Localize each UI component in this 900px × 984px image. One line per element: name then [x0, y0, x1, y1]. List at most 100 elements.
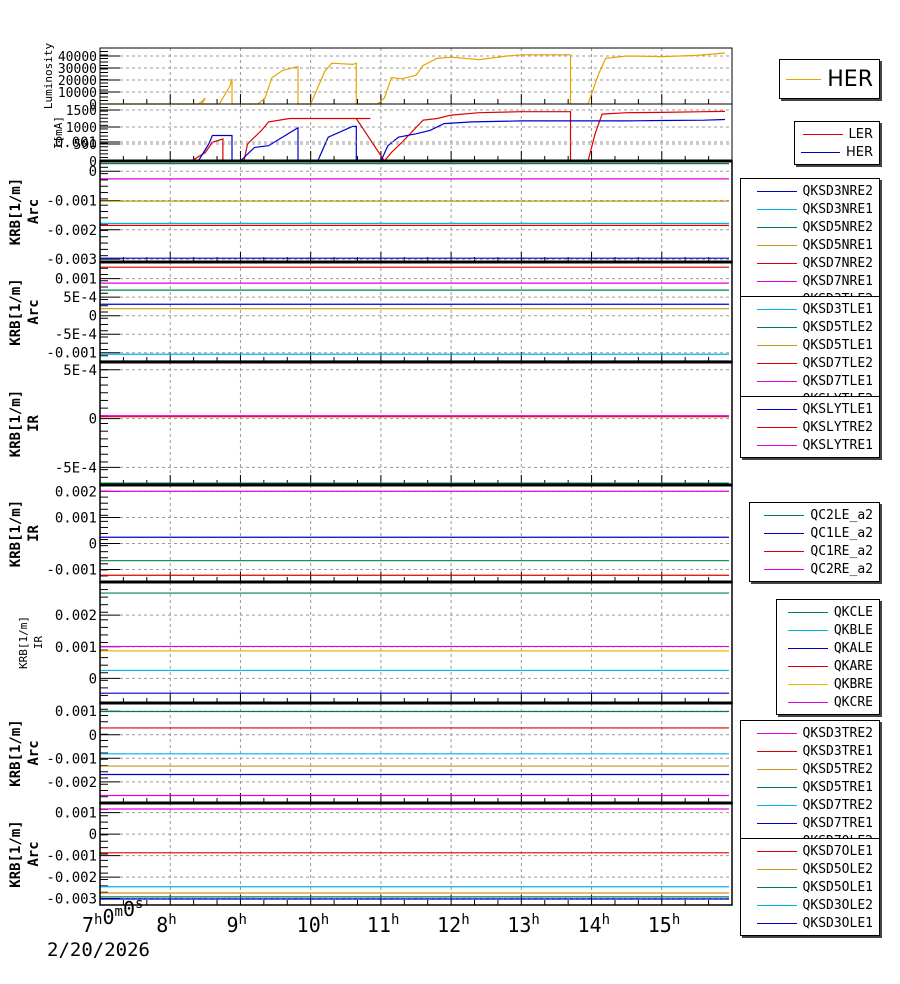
x-tick-label: 9h — [226, 912, 246, 937]
y-axis-sublabel: IR — [26, 525, 42, 542]
y-tick-label: 5E-4 — [63, 363, 97, 379]
legend-label: QKSD5TLE1 — [802, 337, 873, 353]
y-axis-sublabel: Arc — [26, 841, 42, 866]
legend-entry: QKSD7TLE2 — [741, 354, 879, 372]
y-tick-label: 40000 — [58, 50, 97, 65]
x-tick-label: 8h — [156, 912, 176, 937]
y-tick-label: -0.001 — [46, 563, 97, 579]
y-axis-sublabel: Arc — [26, 740, 42, 765]
legend-entry: QKSD3NRE2 — [741, 182, 879, 200]
legend-swatch — [756, 850, 797, 852]
legend-swatch — [756, 380, 797, 382]
legend-entry: HER — [780, 66, 879, 92]
y-tick-label: 0 — [89, 827, 97, 843]
legend-entry: QKSD5TLE1 — [741, 336, 879, 354]
y-tick-label: -0.003 — [46, 252, 97, 268]
legend-swatch — [756, 326, 797, 328]
legend-label: QKSD7TLE1 — [802, 373, 873, 389]
legend-cur: LER HER — [794, 121, 880, 165]
y-tick-label: 0.001 — [55, 272, 97, 288]
legend-swatch — [756, 226, 797, 228]
legend-nre: QKSD3NRE2 QKSD3NRE1 QKSD5NRE2 QKSD5NRE1 QKSD… — [740, 178, 880, 304]
y-tick-label: 20000 — [58, 74, 97, 89]
legend-entry: QKSD3NRE1 — [741, 200, 879, 218]
legend-label: QKSD5TLE2 — [802, 319, 873, 335]
legend-label: QC2RE_a2 — [810, 561, 873, 577]
legend-label: QKCLE — [833, 604, 873, 620]
legend-entry: QC2RE_a2 — [750, 560, 879, 578]
y-tick-label: -5E-4 — [55, 327, 97, 343]
series-line-her — [100, 52, 726, 105]
legend-swatch — [787, 701, 828, 703]
legend-label: QKSD5NRE1 — [802, 237, 873, 253]
legend-entry: QKBRE — [777, 675, 879, 693]
legend-entry: QKSLYTRE1 — [741, 436, 879, 454]
legend-entry: QKALE — [777, 639, 879, 657]
legend-label: QKSLYTRE1 — [802, 437, 873, 453]
legend-swatch — [756, 822, 797, 824]
y-axis-label: Luminosity — [42, 43, 55, 110]
series-line-ler — [100, 110, 726, 163]
legend-entry: QC1LE_a2 — [750, 524, 879, 542]
legend-label: QKSD3NRE2 — [802, 183, 873, 199]
legend-label: QKALE — [833, 640, 873, 656]
legend-swatch — [786, 78, 822, 80]
y-tick-label: 500 — [74, 138, 97, 153]
legend-entry: QKSD5OLE1 — [741, 878, 879, 896]
y-tick-label: -0.002 — [46, 223, 97, 239]
legend-swatch — [756, 190, 797, 192]
panel-frame — [99, 484, 733, 583]
legend-swatch — [756, 904, 797, 906]
legend-swatch — [756, 262, 797, 264]
legend-entry: QKSD3OLE1 — [741, 914, 879, 932]
legend-entry: QKSD7NRE1 — [741, 272, 879, 290]
legend-label: QKSD3OLE2 — [802, 897, 873, 913]
legend-label: QC1RE_a2 — [810, 543, 873, 559]
legend-label: HER — [845, 144, 873, 160]
legend-tre: QKSD3TRE2 QKSD3TRE1 QKSD5TRE2 QKSD5TRE1 QKSD… — [740, 720, 880, 846]
y-axis-label: KRB[1/m] — [8, 820, 24, 887]
legend-entry: QC1RE_a2 — [750, 542, 879, 560]
legend-entry: QKSD7TLE1 — [741, 372, 879, 390]
legend-label: QKARE — [833, 658, 873, 674]
panel-frame — [99, 361, 733, 486]
panel-frame — [99, 261, 733, 363]
panel-frame — [99, 702, 733, 804]
y-axis-label: KRB[1/m] — [17, 616, 30, 669]
series-line-her — [100, 118, 726, 162]
y-axis-label: KRB[1/m] — [8, 719, 24, 786]
y-axis-label: KRB[1/m] — [8, 178, 24, 245]
legend-label: HER — [827, 66, 873, 92]
legend-swatch — [764, 532, 805, 534]
legend-entry: QKSD5TLE2 — [741, 318, 879, 336]
legend-label: QKSD3TLE1 — [802, 301, 873, 317]
legend-swatch — [787, 629, 828, 631]
y-tick-label: -0.001 — [46, 751, 97, 767]
legend-swatch — [787, 683, 828, 685]
y-tick-label: 0 — [89, 164, 97, 180]
y-tick-label: 0.002 — [55, 608, 97, 624]
legend-swatch — [756, 344, 797, 346]
y-tick-label: 0.001 — [55, 704, 97, 720]
legend-swatch — [756, 804, 797, 806]
legend-entry: QKSD7NRE2 — [741, 254, 879, 272]
x-tick-label: 7h0m0s — [82, 896, 143, 937]
legend-entry: QKSD5NRE1 — [741, 236, 879, 254]
legend-entry: QKSD5TRE1 — [741, 778, 879, 796]
legend-entry: QKSLYTRE2 — [741, 418, 879, 436]
legend-entry: QKSD5TRE2 — [741, 760, 879, 778]
legend-entry: HER — [795, 143, 879, 161]
legend-label: QKSD5TRE1 — [802, 779, 873, 795]
legend-swatch — [756, 732, 797, 734]
legend-label: QKSD5OLE2 — [802, 861, 873, 877]
legend-entry: QKSD3TRE1 — [741, 742, 879, 760]
legend-label: QKSLYTLE1 — [802, 401, 873, 417]
legend-label: QKSD3TRE1 — [802, 743, 873, 759]
legend-tle: QKSD3TLE1 QKSD5TLE2 QKSD5TLE1 QKSD7TLE2 QKSD… — [740, 296, 880, 400]
legend-swatch — [756, 244, 797, 246]
y-tick-label: 30000 — [58, 62, 97, 77]
legend-swatch — [756, 362, 797, 364]
legend-swatch — [756, 922, 797, 924]
y-tick-label: 0 — [89, 728, 97, 744]
legend-swatch — [756, 786, 797, 788]
